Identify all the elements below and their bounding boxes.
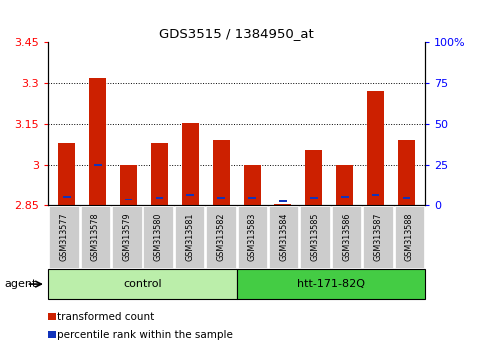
Title: GDS3515 / 1384950_at: GDS3515 / 1384950_at [159, 27, 314, 40]
Text: GSM313585: GSM313585 [311, 213, 320, 262]
Bar [341, 196, 349, 198]
Bar [94, 164, 101, 166]
Text: GSM313579: GSM313579 [122, 213, 131, 262]
Bar [125, 199, 132, 200]
Text: GSM313578: GSM313578 [91, 213, 100, 262]
Bar [186, 194, 194, 196]
Text: control: control [123, 279, 162, 289]
Bar [156, 197, 163, 199]
Text: GSM313577: GSM313577 [59, 213, 69, 262]
Bar [398, 140, 415, 205]
Bar [213, 140, 230, 205]
Bar [372, 194, 380, 196]
Bar [89, 78, 106, 205]
Bar [403, 197, 411, 199]
Bar [367, 91, 384, 205]
Bar [217, 197, 225, 199]
Text: GSM313581: GSM313581 [185, 213, 194, 261]
Bar [63, 196, 71, 198]
Text: transformed count: transformed count [57, 312, 154, 322]
Text: GSM313586: GSM313586 [342, 213, 351, 261]
Bar [305, 150, 322, 205]
Text: GSM313588: GSM313588 [405, 213, 414, 261]
Text: percentile rank within the sample: percentile rank within the sample [57, 330, 233, 339]
Text: GSM313587: GSM313587 [373, 213, 383, 262]
Bar [58, 143, 75, 205]
Bar [336, 165, 353, 205]
Text: GSM313583: GSM313583 [248, 213, 257, 261]
Bar [274, 204, 291, 205]
Text: GSM313584: GSM313584 [279, 213, 288, 261]
Bar [120, 165, 137, 205]
Bar [151, 143, 168, 205]
Text: GSM313582: GSM313582 [216, 213, 226, 262]
Bar [279, 200, 287, 201]
Bar [248, 197, 256, 199]
Bar [310, 197, 318, 199]
Text: agent: agent [5, 279, 37, 289]
Bar [182, 122, 199, 205]
Text: GSM313580: GSM313580 [154, 213, 163, 261]
Bar [243, 165, 261, 205]
Text: htt-171-82Q: htt-171-82Q [297, 279, 365, 289]
